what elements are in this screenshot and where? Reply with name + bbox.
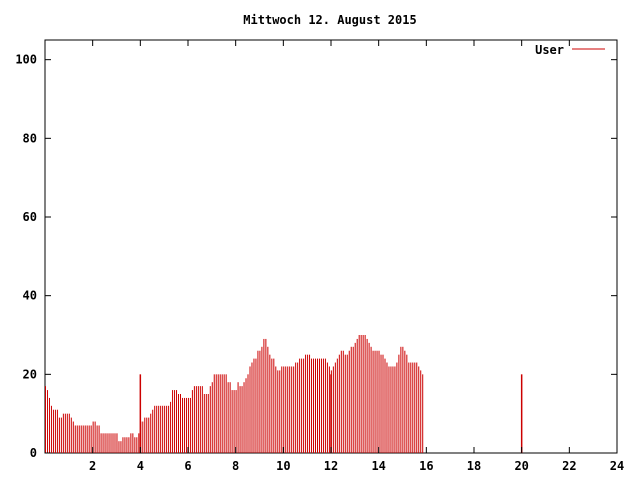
x-tick-label: 22 [562,459,576,473]
x-tick-label: 24 [610,459,624,473]
legend: User [535,43,605,57]
chart-title: Mittwoch 12. August 2015 [243,13,416,27]
legend-label-user: User [535,43,564,57]
y-tick-label: 0 [30,446,37,460]
x-axis: 2 4 6 8 10 12 14 16 18 20 22 24 [89,40,624,473]
x-tick-label: 10 [276,459,290,473]
y-tick-label: 20 [23,367,37,381]
x-tick-label: 18 [467,459,481,473]
vertical-markers [139,374,523,453]
y-tick-label: 80 [23,131,37,145]
y-tick-label: 100 [15,53,37,67]
x-tick-label: 6 [184,459,191,473]
x-tick-label: 2 [89,459,96,473]
x-tick-label: 14 [371,459,385,473]
x-tick-label: 20 [514,459,528,473]
y-tick-label: 40 [23,289,37,303]
x-tick-label: 4 [137,459,144,473]
bar-series-user [45,335,424,453]
x-tick-label: 8 [232,459,239,473]
x-tick-label: 12 [324,459,338,473]
x-tick-label: 16 [419,459,433,473]
y-axis: 0 20 40 60 80 100 [15,53,617,460]
y-tick-label: 60 [23,210,37,224]
